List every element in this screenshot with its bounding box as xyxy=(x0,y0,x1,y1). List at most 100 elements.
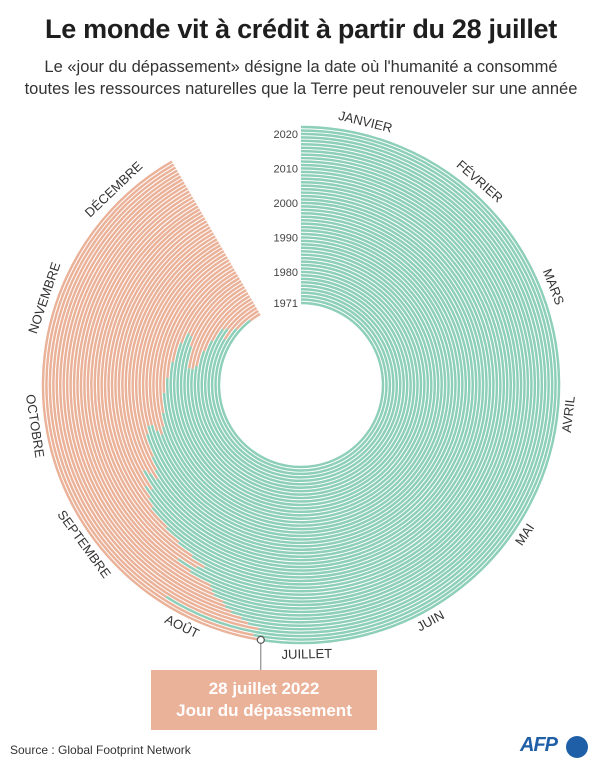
ring-sustainable-2001 xyxy=(144,198,488,572)
ring-deficit-1972 xyxy=(235,309,259,330)
ring-deficit-2006 xyxy=(97,208,201,558)
year-label-2010: 2010 xyxy=(274,163,298,175)
ring-sustainable-2017 xyxy=(240,143,543,627)
ring-sustainable-1971 xyxy=(217,301,385,469)
ring-deficit-2021 xyxy=(45,163,254,637)
ring-deficit-2003 xyxy=(107,217,206,509)
ring-deficit-1982 xyxy=(190,280,242,338)
ring-deficit-1973 xyxy=(223,306,258,340)
ring-sustainable-2013 xyxy=(213,156,530,614)
ring-sustainable-2022 xyxy=(260,125,561,645)
callout-label: Jour du dépassement xyxy=(176,701,352,720)
source-note: Source : Global Footprint Network xyxy=(10,743,191,757)
ring-deficit-1993 xyxy=(141,247,223,427)
subtitle-line-2: toutes les ressources naturelles que la … xyxy=(24,80,578,98)
ring-sustainable-2007 xyxy=(203,177,509,593)
ring-deficit-1991 xyxy=(148,253,227,432)
ring-deficit-1981 xyxy=(189,283,244,347)
ring-sustainable-1985 xyxy=(169,253,433,517)
ring-sustainable-1984 xyxy=(172,256,430,514)
ring-deficit-2000 xyxy=(117,226,211,490)
ring-sustainable-1990 xyxy=(160,236,450,534)
ring-deficit-1978 xyxy=(195,291,249,367)
ring-sustainable-1981 xyxy=(183,267,419,503)
ring-deficit-1988 xyxy=(159,262,232,414)
ring-deficit-1986 xyxy=(166,268,235,378)
ring-sustainable-1982 xyxy=(179,263,423,507)
ring-deficit-1994 xyxy=(138,244,221,435)
ring-deficit-1983 xyxy=(187,277,240,334)
ring-deficit-1979 xyxy=(191,289,247,370)
chart-subtitle: Le «jour du dépassement» désigne la date… xyxy=(0,56,602,100)
afp-logo-text: AFP xyxy=(520,734,558,756)
ring-sustainable-1989 xyxy=(161,239,447,531)
ring-sustainable-2003 xyxy=(151,191,495,579)
ring-sustainable-2018 xyxy=(247,139,547,631)
ring-sustainable-2002 xyxy=(148,194,492,576)
ring-deficit-1984 xyxy=(180,274,239,344)
ring-deficit-2017 xyxy=(59,175,242,620)
callout-date: 28 juillet 2022 xyxy=(208,679,320,698)
ring-sustainable-1972 xyxy=(214,298,388,472)
year-label-2000: 2000 xyxy=(274,198,298,210)
ring-sustainable-2015 xyxy=(224,149,537,621)
ring-deficit-1985 xyxy=(171,271,237,362)
highlight-marker xyxy=(256,635,265,670)
ring-deficit-2015 xyxy=(65,181,226,608)
year-label-2020: 2020 xyxy=(274,129,298,141)
ring-sustainable-2016 xyxy=(230,146,540,624)
ring-sustainable-2009 xyxy=(177,170,516,600)
ring-sustainable-1999 xyxy=(143,205,481,565)
ring-deficit-2016 xyxy=(62,178,232,613)
ring-deficit-2005 xyxy=(100,211,202,544)
ring-sustainable-1998 xyxy=(148,208,478,562)
ring-deficit-1990 xyxy=(152,256,228,435)
ring-deficit-2010 xyxy=(83,196,194,573)
year-rings xyxy=(41,125,561,645)
ring-sustainable-1977 xyxy=(197,281,405,489)
ring-deficit-2008 xyxy=(90,202,198,569)
ring-sustainable-1991 xyxy=(155,232,454,538)
year-label-1990: 1990 xyxy=(274,232,298,244)
ring-deficit-2004 xyxy=(103,214,204,529)
ring-sustainable-2020 xyxy=(165,132,554,638)
ring-sustainable-2006 xyxy=(191,180,506,590)
ring-sustainable-1978 xyxy=(193,277,409,493)
ring-sustainable-1988 xyxy=(161,243,443,527)
ring-sustainable-1983 xyxy=(176,260,426,510)
ring-sustainable-1994 xyxy=(146,222,464,548)
ring-deficit-1987 xyxy=(162,265,234,393)
ring-deficit-1995 xyxy=(134,241,220,458)
ring-deficit-2020 xyxy=(48,166,177,598)
month-label-6: JUILLET xyxy=(281,646,332,662)
ring-deficit-2012 xyxy=(76,190,213,592)
ring-deficit-1976 xyxy=(211,297,252,342)
ring-deficit-2019 xyxy=(52,169,259,631)
ring-deficit-2007 xyxy=(93,205,205,569)
ring-deficit-2022 xyxy=(41,160,262,642)
ring-deficit-1997 xyxy=(128,235,216,480)
subtitle-line-1: Le «jour du dépassement» désigne la date… xyxy=(44,58,558,76)
ring-sustainable-2004 xyxy=(165,187,499,583)
month-label-3: AVRIL xyxy=(559,395,578,433)
ring-sustainable-1992 xyxy=(150,229,457,541)
afp-logo-dot-icon xyxy=(566,736,588,758)
highlight-point xyxy=(256,635,265,645)
ring-sustainable-2012 xyxy=(211,160,526,610)
ring-sustainable-1993 xyxy=(147,225,461,545)
ring-sustainable-2014 xyxy=(222,153,533,617)
ring-sustainable-2019 xyxy=(258,136,550,634)
ring-sustainable-1976 xyxy=(200,284,402,486)
ring-deficit-2011 xyxy=(79,193,211,587)
ring-deficit-1977 xyxy=(202,294,251,352)
afp-logo: AFP xyxy=(520,734,592,760)
ring-sustainable-1997 xyxy=(156,212,474,558)
ring-deficit-2014 xyxy=(69,184,224,603)
ring-sustainable-1986 xyxy=(166,250,436,520)
year-label-1980: 1980 xyxy=(274,267,298,279)
ring-sustainable-1975 xyxy=(203,287,398,483)
ring-sustainable-2008 xyxy=(196,174,512,596)
ring-sustainable-1996 xyxy=(154,215,471,555)
ring-sustainable-2005 xyxy=(177,184,502,586)
